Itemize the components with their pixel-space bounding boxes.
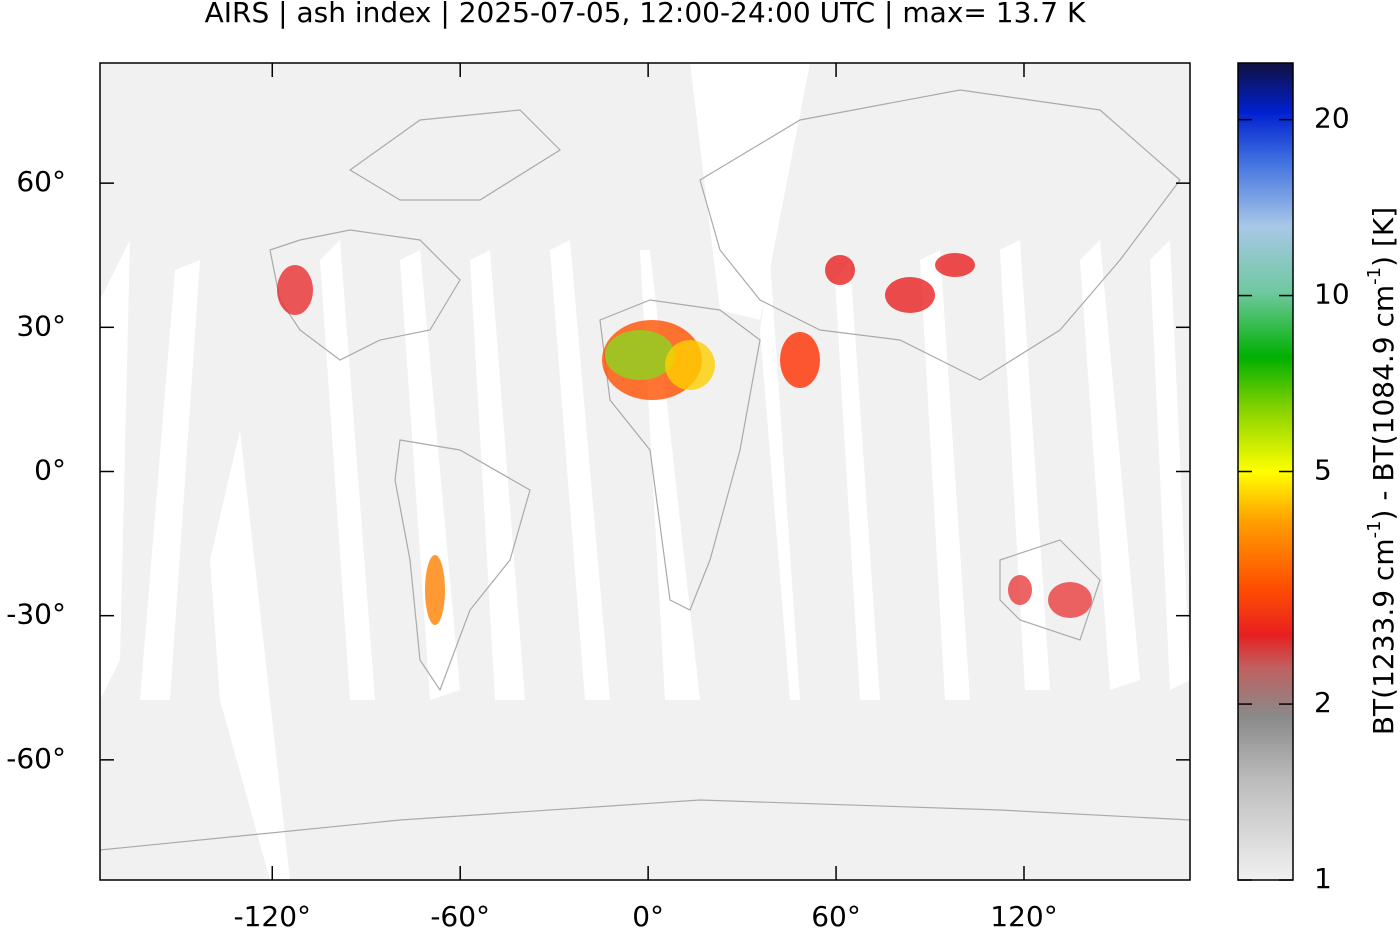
colorbar-label: BT(1233.9 cm-1) - BT(1084.9 cm-1) [K]: [1364, 207, 1400, 735]
y-tick-label: 60°: [16, 165, 66, 198]
colorbar-tick-label: 5: [1314, 454, 1332, 487]
chart-title: AIRS | ash index | 2025-07-05, 12:00-24:…: [205, 0, 1086, 29]
map-image: [100, 63, 1190, 880]
y-tick-label: 0°: [34, 454, 66, 487]
label-part: ) - BT(1084.9 cm: [1367, 285, 1400, 521]
colorbar-tick-label: 2: [1314, 686, 1332, 719]
y-tick-label: 30°: [16, 309, 66, 342]
x-tick-label: 120°: [990, 900, 1057, 930]
colorbar-tick-label: 1: [1314, 862, 1332, 895]
label-superscript: -1: [1364, 520, 1385, 538]
x-tick-label: 60°: [811, 900, 861, 930]
label-part: BT(1233.9 cm: [1367, 538, 1400, 735]
colorbar-tick-label: 10: [1314, 278, 1350, 311]
x-tick-label: -60°: [430, 900, 490, 930]
ash-signal: [277, 253, 1092, 625]
label-superscript: -1: [1364, 267, 1385, 285]
colorbar-tick-label: 20: [1314, 102, 1350, 135]
y-tick-label: -30°: [6, 598, 66, 631]
label-part: ) [K]: [1367, 207, 1400, 267]
x-tick-label: -120°: [233, 900, 311, 930]
y-tick-label: -60°: [6, 742, 66, 775]
x-tick-label: 0°: [632, 900, 664, 930]
